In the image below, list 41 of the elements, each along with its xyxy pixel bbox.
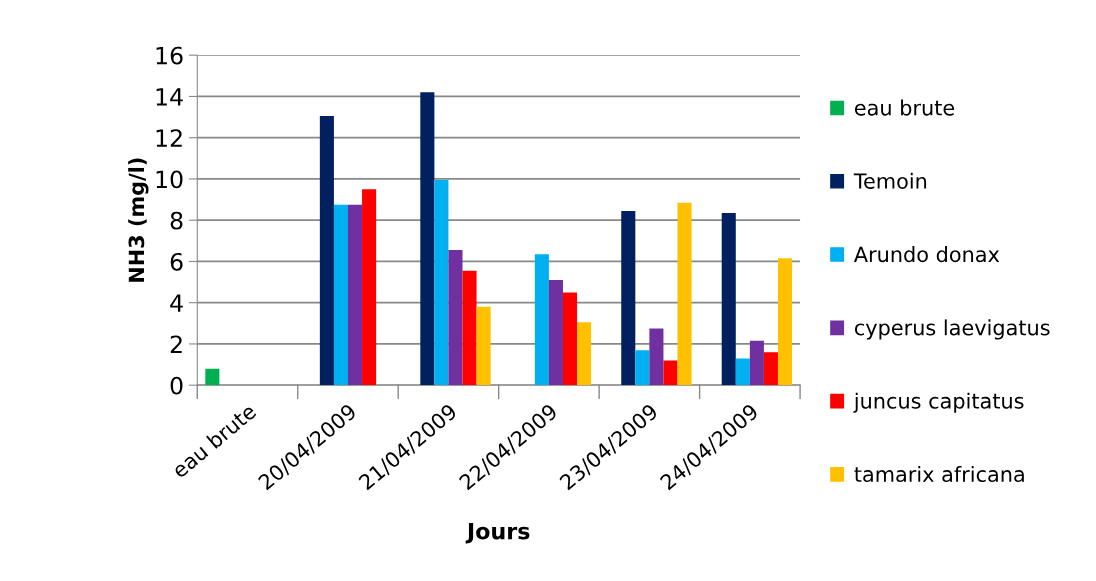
bar [476, 306, 491, 386]
bar [462, 270, 477, 386]
bar [577, 322, 592, 386]
bar [735, 358, 750, 386]
legend-label: juncus capitatus [853, 392, 1024, 413]
bar [777, 258, 793, 386]
bar [534, 254, 549, 386]
bar [448, 250, 463, 386]
y-tick-label: 8 [170, 211, 183, 230]
bar [562, 292, 578, 386]
y-tick-label: 6 [170, 252, 183, 271]
bar [621, 210, 636, 386]
legend-label: Temoin [853, 172, 927, 189]
bar [763, 352, 778, 386]
y-tick-label: 4 [170, 294, 183, 312]
bar [205, 368, 220, 386]
legend-label: eau brute [854, 99, 955, 116]
y-tick-label: 14 [156, 88, 183, 106]
bar [319, 116, 334, 386]
y-tick-label: 2 [170, 335, 182, 353]
bar [749, 340, 764, 386]
bar [434, 179, 449, 386]
bar [677, 202, 692, 386]
bar [635, 350, 650, 386]
y-axis-title: NH3 (mg/l) [128, 158, 149, 282]
x-axis-title: Jours [465, 522, 530, 544]
bar [649, 328, 664, 386]
bar [347, 204, 363, 386]
legend-label: cyperus laevigatus [854, 319, 1050, 340]
y-tick-label: 10 [156, 170, 183, 189]
y-tick-label: 16 [156, 46, 183, 65]
bar [548, 280, 563, 386]
bar [420, 92, 435, 386]
bar [721, 212, 736, 386]
y-tick-label: 12 [156, 129, 182, 147]
bar [362, 189, 377, 386]
bar [663, 360, 678, 386]
legend-label: Arundo donax [853, 246, 1000, 263]
legend-label: tamarix africana [854, 465, 1024, 483]
y-tick-label: 0 [170, 376, 183, 395]
bar [333, 204, 348, 386]
